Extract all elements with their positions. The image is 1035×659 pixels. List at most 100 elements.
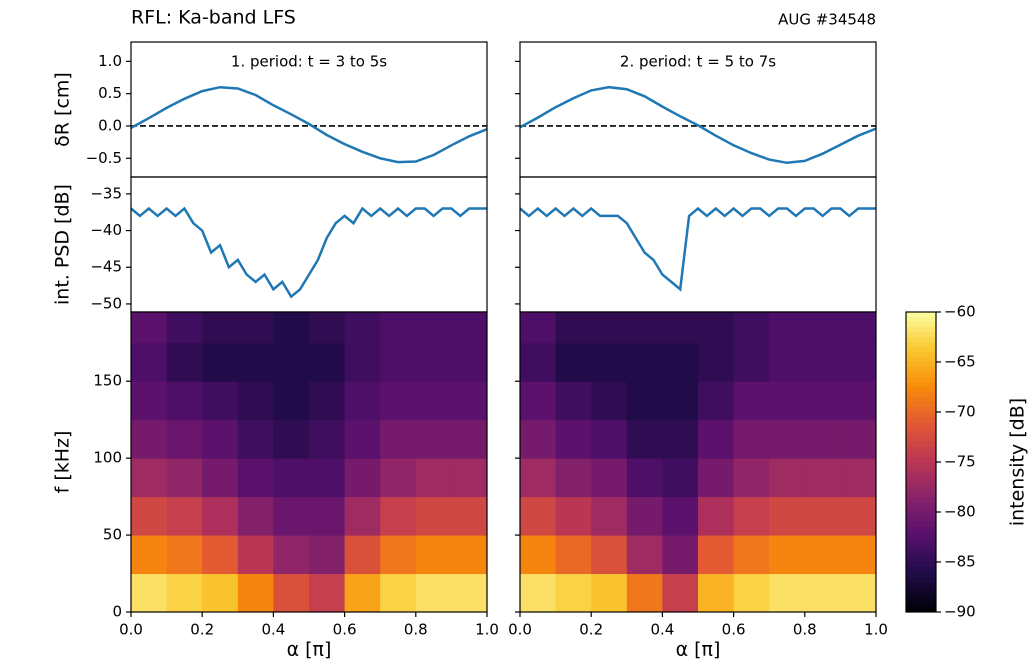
heatmap-cell [415,573,452,613]
colorbar-segment [906,447,936,453]
colorbar-tick-label: −70 [944,403,976,421]
colorbar-tick-label: −75 [944,453,976,471]
heatmap-cell [309,573,346,613]
colorbar-segment [906,472,936,478]
heatmap-cell [380,419,417,459]
heatmap-cell [380,496,417,536]
heatmap-cell [520,381,557,421]
colorbar-segment [906,492,936,498]
heatmap-cell [662,535,699,575]
y-tick-label: −50 [90,294,122,312]
heatmap-cell [769,535,806,575]
heatmap-cell [344,342,381,382]
heatmap-cell [202,342,239,382]
heatmap-cell [626,419,663,459]
x-tick-label: 0.0 [119,621,143,639]
heatmap-cell [273,535,310,575]
heatmap-cell [840,419,877,459]
y-axis-label: δR [cm] [52,72,74,147]
colorbar-segment [906,442,936,448]
colorbar-segment [906,332,936,338]
heatmap-cell [380,312,417,344]
heatmap-cell [273,312,310,344]
colorbar-segment [906,352,936,358]
colorbar-segment [906,567,936,573]
heatmap-cell [733,312,770,344]
heatmap-cell [804,381,841,421]
heatmap-cell [344,458,381,498]
heatmap-cell [344,419,381,459]
heatmap-cell [415,342,452,382]
heatmap-cell [698,573,735,613]
heatmap-cell [451,535,488,575]
heatmap-cell [415,381,452,421]
heatmap-cell [237,458,274,498]
heatmap-cell [769,381,806,421]
heatmap-cell [309,419,346,459]
colorbar-segment [906,482,936,488]
colorbar-segment [906,372,936,378]
heatmap-cell [520,535,557,575]
heatmap-cell [344,496,381,536]
y-tick-label: −35 [90,184,122,202]
heatmap-cell [380,342,417,382]
colorbar-segment [906,607,936,613]
colorbar-segment [906,477,936,483]
heatmap-cell [344,381,381,421]
colorbar-segment [906,457,936,463]
heatmap-cell [662,381,699,421]
heatmap-cell [380,573,417,613]
heatmap-cell [344,573,381,613]
heatmap-cell [591,573,628,613]
heatmap-cell [202,458,239,498]
heatmap-cell [166,419,203,459]
colorbar-segment [906,512,936,518]
heatmap-cell [804,342,841,382]
heatmap-cell [451,342,488,382]
heatmap-cell [769,458,806,498]
heatmap-cell [520,342,557,382]
x-axis-label: α [π] [287,639,332,659]
y-tick-label: −40 [90,221,122,239]
heatmap-cell [131,573,168,613]
x-tick-label: 0.2 [190,621,214,639]
heatmap-cell [804,535,841,575]
colorbar-segment [906,597,936,603]
heatmap-cell [202,312,239,344]
heatmap-cell [131,535,168,575]
heatmap-cell [626,535,663,575]
heatmap-cell [840,342,877,382]
colorbar-segment [906,367,936,373]
heatmap-cell [662,342,699,382]
heatmap-cell [202,419,239,459]
heatmap-cell [591,458,628,498]
data-line [519,85,877,165]
axes-frame [130,176,488,313]
heatmap-cell [202,381,239,421]
heatmap-cell [166,573,203,613]
shot-label: AUG #34548 [778,11,876,29]
colorbar-segment [906,517,936,523]
heatmap-cell [769,419,806,459]
y-tick-label: 0 [112,603,122,621]
heatmap-cell [166,458,203,498]
x-tick-label: 0.4 [650,621,674,639]
heatmap-cell [698,381,735,421]
heatmap-cell [520,419,557,459]
heatmap-cell [309,496,346,536]
heatmap-cell [733,496,770,536]
colorbar-tick-label: −80 [944,503,976,521]
data-line [519,206,876,292]
heatmap-cell [555,458,592,498]
colorbar-segment [906,427,936,433]
colorbar-segment [906,547,936,553]
colorbar-segment [906,522,936,528]
x-tick-label: 0.8 [793,621,817,639]
heatmap-cell [769,573,806,613]
colorbar-segment [906,412,936,418]
colorbar-segment [906,397,936,403]
heatmap-cell [520,312,557,344]
heatmap-cell [451,458,488,498]
y-tick-label: 0.0 [98,116,122,134]
heatmap-cell [166,312,203,344]
